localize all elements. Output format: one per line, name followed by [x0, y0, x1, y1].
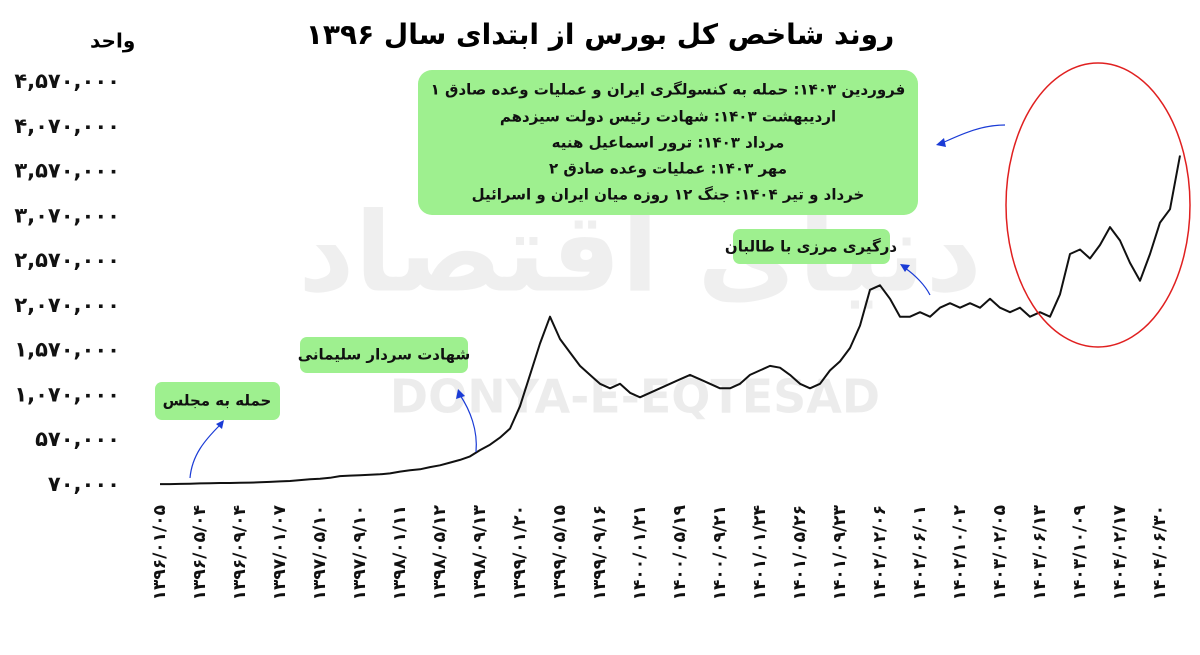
y-tick-label: ۴,۵۷۰,۰۰۰	[14, 69, 120, 93]
annotation: درگیری مرزی با طالبان	[725, 238, 897, 256]
arrow	[941, 124, 1006, 144]
y-tick-label: ۵۷۰,۰۰۰	[35, 427, 120, 451]
x-tick-label: ۱۳۹۹/۰۱/۲۰	[510, 505, 530, 600]
arrow-head	[216, 420, 224, 429]
x-tick-label: ۱۴۰۰/۰۱/۲۱	[630, 505, 650, 600]
index-line	[160, 155, 1181, 486]
x-tick-label: ۱۳۹۹/۰۹/۱۶	[590, 505, 610, 600]
event: مرداد ۱۴۰۳: ترور اسماعیل هنیه	[552, 134, 785, 152]
x-tick-label: ۱۴۰۳/۰۲/۰۵	[990, 505, 1010, 600]
x-tick-label: ۱۴۰۴/۰۶/۳۰	[1150, 505, 1170, 600]
x-tick-label: ۱۳۹۸/۰۱/۱۱	[390, 505, 410, 600]
watermark: DONYA-E-EQTESAD	[390, 370, 880, 424]
x-tick-label: ۱۴۰۴/۰۲/۱۷	[1110, 504, 1130, 600]
x-tick-label: ۱۴۰۰/۰۹/۲۱	[710, 505, 730, 600]
plot-area: ۷۰,۰۰۰ ۵۷۰,۰۰۰ ۱,۰۷۰,۰۰۰ ۱,۵۷۰,۰۰۰ ۲,۰۷۰,۰۰۰…	[14, 69, 1181, 600]
arrow-head	[456, 389, 465, 399]
y-tick-label: ۱,۰۷۰,۰۰۰	[14, 382, 120, 406]
x-tick-label: ۱۳۹۷/۰۵/۱۰	[310, 505, 330, 600]
arrow-head	[900, 264, 910, 272]
arrow	[904, 267, 931, 296]
x-tick-label: ۱۳۹۷/۰۹/۱۰	[350, 505, 370, 600]
y-axis-label: واحد	[90, 29, 135, 53]
x-tick-label: ۱۴۰۳/۰۶/۱۳	[1030, 504, 1050, 600]
x-tick-label: ۱۴۰۲/۱۰/۰۲	[950, 504, 970, 600]
x-tick-label: ۱۴۰۲/۰۶/۰۱	[910, 505, 930, 600]
x-tick-label: ۱۳۹۶/۰۹/۰۴	[230, 505, 250, 600]
y-tick-label: ۲,۰۷۰,۰۰۰	[14, 293, 120, 317]
x-tick-label: ۱۴۰۳/۱۰/۰۹	[1070, 504, 1090, 600]
chart-title: روند شاخص کل بورس از ابتدای سال ۱۳۹۶	[306, 18, 894, 51]
annotation: حمله به مجلس	[163, 392, 272, 410]
y-tick-label: ۷۰,۰۰۰	[48, 472, 120, 496]
annotation-box	[733, 229, 890, 264]
y-tick-label: ۲,۵۷۰,۰۰۰	[14, 248, 120, 272]
x-tick-label: ۱۳۹۸/۰۹/۱۳	[470, 504, 490, 600]
event: اردیبهشت ۱۴۰۳: شهادت رئیس دولت سیزدهم	[500, 108, 836, 126]
highlight-ellipse	[1005, 62, 1191, 348]
y-tick-label: ۱,۵۷۰,۰۰۰	[14, 338, 120, 362]
y-tick-label: ۴,۰۷۰,۰۰۰	[14, 114, 120, 138]
event: مهر ۱۴۰۳: عملیات وعده صادق ۲	[549, 160, 787, 178]
annotation-box	[300, 337, 468, 373]
event: خرداد و تیر ۱۴۰۴: جنگ ۱۲ روزه میان ایران…	[472, 186, 865, 204]
x-tick-label: ۱۳۹۸/۰۵/۱۲	[430, 504, 450, 600]
events-box	[418, 70, 918, 215]
x-tick-label: ۱۴۰۱/۰۵/۲۶	[790, 505, 810, 600]
y-tick-label: ۳,۰۷۰,۰۰۰	[14, 203, 120, 227]
y-tick-label: ۳,۵۷۰,۰۰۰	[14, 159, 120, 183]
x-tick-label: ۱۴۰۲/۰۲/۰۶	[870, 505, 890, 600]
annotation: شهادت سردار سلیمانی	[298, 346, 471, 364]
event: فروردین ۱۴۰۳: حمله به کنسولگری ایران و ع…	[431, 81, 906, 99]
x-tick-label: ۱۴۰۱/۰۹/۲۳	[830, 504, 850, 600]
x-tick-label: ۱۳۹۶/۰۱/۰۵	[150, 505, 170, 600]
annotation-box	[155, 382, 280, 420]
x-tick-label: ۱۳۹۶/۰۵/۰۴	[190, 505, 210, 600]
x-tick-label: ۱۴۰۱/۰۱/۲۴	[750, 505, 770, 600]
arrow	[459, 394, 477, 453]
arrow-head	[936, 138, 946, 147]
x-tick-label: ۱۴۰۰/۰۵/۱۹	[670, 504, 690, 600]
x-tick-label: ۱۳۹۷/۰۱/۰۷	[270, 504, 290, 600]
arrow	[189, 424, 221, 479]
x-tick-label: ۱۳۹۹/۰۵/۱۵	[550, 505, 570, 600]
